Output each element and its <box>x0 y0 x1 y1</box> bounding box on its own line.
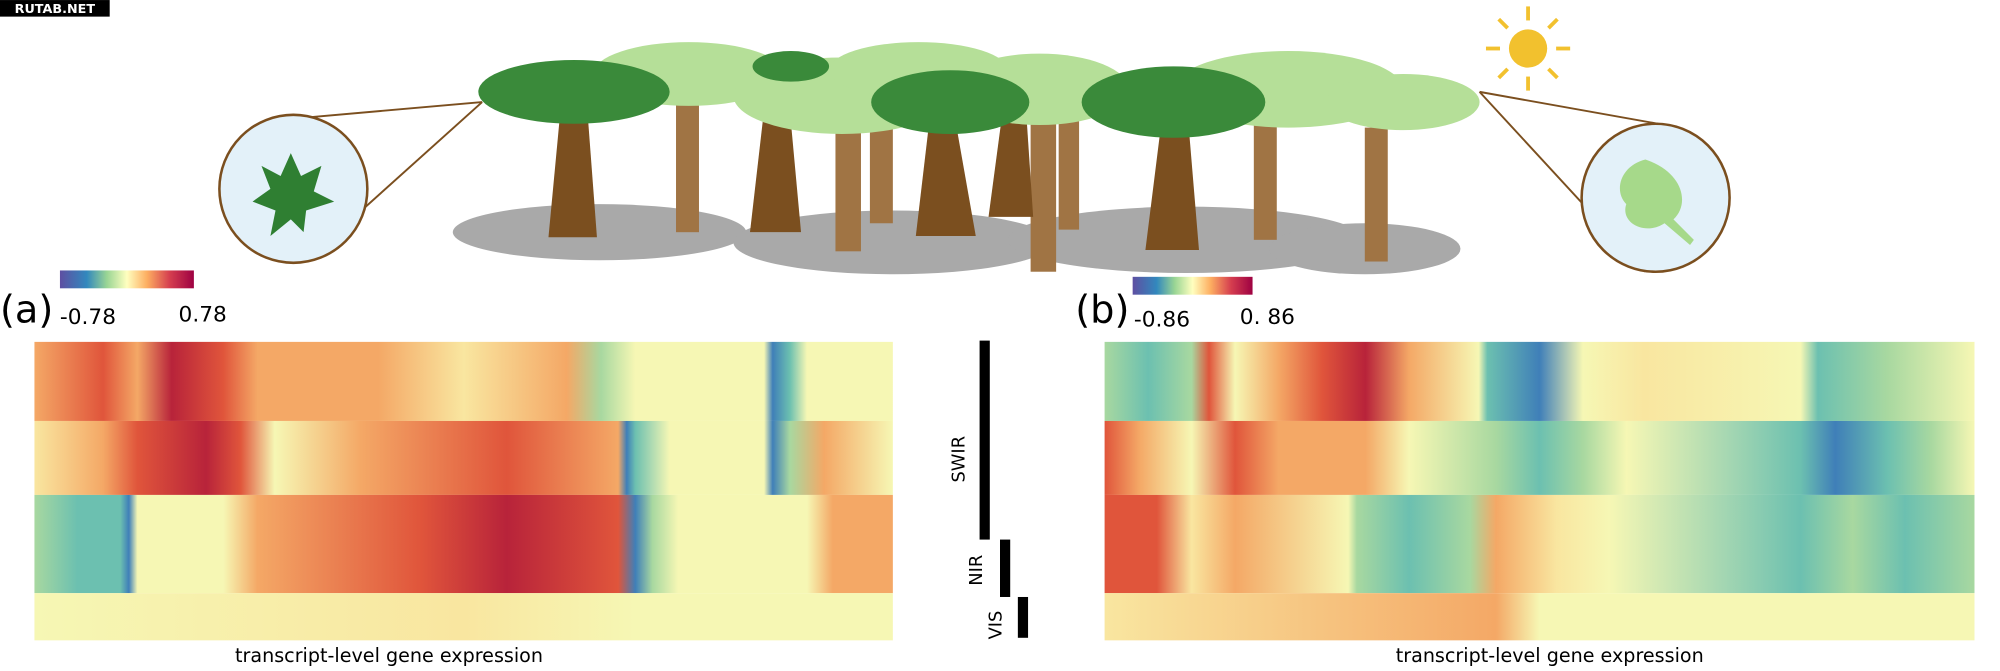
heatmap-band <box>1104 420 1975 495</box>
heatmap <box>34 341 893 641</box>
band-bar <box>979 340 990 540</box>
colorbar-min: -0.78 <box>60 305 116 330</box>
caption: transcript-level gene expression <box>1396 644 1704 667</box>
heatmap-band <box>34 593 893 641</box>
band-label: VIS <box>985 611 1006 640</box>
colorbar-min: -0.86 <box>1134 308 1190 333</box>
heatmap-band <box>34 494 893 594</box>
panel-label: (a) <box>0 288 53 333</box>
band-bar <box>1000 539 1011 597</box>
colorbar-max: 0.78 <box>179 302 227 327</box>
colorbar <box>59 270 194 289</box>
heatmap-band <box>34 420 893 495</box>
caption: transcript-level gene expression <box>235 644 543 667</box>
heatmap-band <box>34 341 893 421</box>
colorbar <box>1132 276 1253 295</box>
forest-illustration <box>218 6 1731 275</box>
watermark-bg <box>0 0 110 17</box>
heatmap <box>1104 341 1975 641</box>
panel-label: (b) <box>1075 288 1129 333</box>
heatmap-band <box>1104 593 1975 641</box>
watermark: RUTAB.NET <box>15 2 96 17</box>
heatmap-band <box>1104 341 1975 421</box>
band-label: NIR <box>966 555 987 586</box>
band-bar <box>1017 596 1029 638</box>
band-label: SWIR <box>948 436 969 483</box>
colorbar-max: 0. 86 <box>1240 305 1295 330</box>
heatmap-band <box>1104 494 1975 594</box>
